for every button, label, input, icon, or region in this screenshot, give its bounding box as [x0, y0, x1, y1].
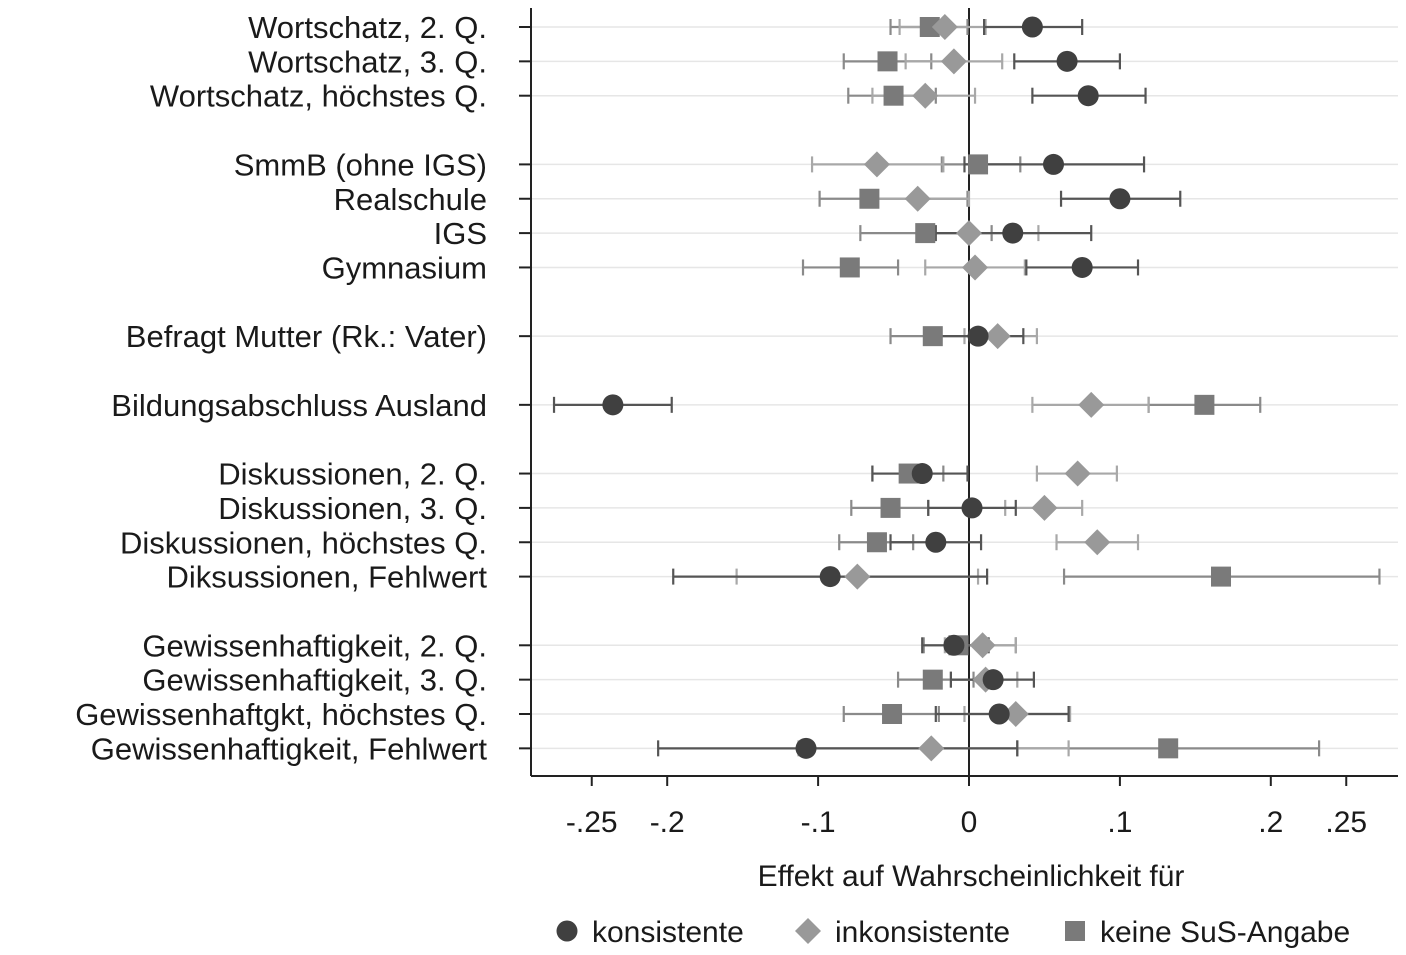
category-label: IGS: [434, 216, 487, 251]
diamond-point: [844, 563, 871, 590]
axes: [530, 8, 1398, 777]
legend-diamond-marker: [795, 918, 821, 944]
circle-point: [967, 325, 989, 347]
circle-point: [988, 703, 1010, 725]
circle-point: [1002, 222, 1024, 244]
category-label: Befragt Mutter (Rk.: Vater): [126, 319, 487, 354]
category-label: Diskussionen, höchstes Q.: [120, 525, 487, 560]
square-point: [880, 497, 901, 518]
diamond-point: [969, 632, 996, 659]
x-tick-label: 0: [961, 806, 978, 839]
circle-point: [1109, 188, 1131, 210]
circle-point: [1056, 50, 1078, 72]
x-tick-label: .2: [1258, 806, 1283, 839]
square-point: [859, 188, 880, 209]
category-label: Wortschatz, höchstes Q.: [150, 79, 487, 114]
legend-label: konsistente: [592, 916, 744, 949]
circle-point: [961, 497, 983, 519]
square-point: [915, 223, 936, 244]
diamond-point: [1031, 494, 1058, 521]
category-label: Wortschatz, 2. Q.: [248, 10, 487, 45]
circle-point: [819, 566, 841, 588]
circle-point: [911, 463, 933, 485]
point-estimates: [602, 14, 1232, 762]
circle-ci: [657, 740, 1019, 757]
category-label: Gewissenhaftigkeit, Fehlwert: [91, 731, 488, 766]
circle-point: [925, 531, 947, 553]
legend-label: inkonsistente: [835, 916, 1010, 949]
diamond-point: [918, 735, 945, 762]
circle-point: [1077, 85, 1099, 107]
category-labels: Wortschatz, 2. Q.Wortschatz, 3. Q.Wortsc…: [75, 10, 487, 766]
circle-point: [795, 737, 817, 759]
category-label: Gymnasium: [322, 250, 487, 285]
diamond-point: [984, 323, 1011, 350]
circle-point: [1043, 153, 1065, 175]
category-label: SmmB (ohne IGS): [234, 147, 487, 182]
x-tick-label: .25: [1325, 806, 1367, 839]
diamond-point: [863, 151, 890, 178]
circle-point: [943, 634, 965, 656]
category-label: Bildungsabschluss Ausland: [111, 388, 487, 423]
category-label: Diksussionen, Fehlwert: [167, 560, 488, 595]
square-point: [919, 17, 940, 37]
diamond-point: [1002, 701, 1029, 727]
square-point: [839, 257, 860, 278]
x-ticks: -.25 -.2 -.1 0 .1 .2 .25: [566, 776, 1367, 839]
x-tick-label: -.1: [801, 806, 836, 839]
diamond-point: [1084, 529, 1111, 556]
square-point: [968, 154, 989, 175]
diamond-point: [1078, 391, 1105, 418]
legend: konsistente inkonsistente keine SuS-Angabe: [556, 916, 1350, 949]
legend-circle-marker: [556, 920, 578, 942]
legend-square-marker: [1065, 921, 1085, 941]
x-axis-title: Effekt auf Wahrscheinlichkeit für: [758, 860, 1185, 893]
diamond-point: [931, 14, 958, 40]
category-label: Diskussionen, 3. Q.: [218, 491, 487, 526]
square-point: [1158, 738, 1179, 759]
circle-point: [982, 669, 1004, 691]
category-label: Diskussionen, 2. Q.: [218, 457, 487, 492]
category-label: Gewissenhaftigkeit, 3. Q.: [142, 663, 487, 698]
category-label: Gewissenhaftgkt, höchstes Q.: [75, 697, 487, 732]
category-label: Gewissenhaftigkeit, 2. Q.: [142, 628, 487, 663]
diamond-point: [962, 254, 989, 281]
category-ticks: [519, 26, 531, 750]
diamond-point: [904, 185, 931, 212]
x-tick-label: .1: [1107, 806, 1132, 839]
square-point: [883, 85, 904, 106]
square-point: [1211, 566, 1232, 587]
square-point: [866, 532, 887, 553]
x-tick-label: -.25: [566, 806, 618, 839]
circle-point: [1021, 16, 1043, 38]
diamond-point: [912, 82, 939, 109]
category-label: Realschule: [334, 182, 487, 217]
diamond-point: [940, 48, 967, 75]
x-tick-label: -.2: [650, 806, 685, 839]
square-point: [882, 704, 903, 724]
square-point: [877, 51, 898, 72]
diamond-point: [1064, 460, 1091, 487]
square-point: [922, 669, 943, 690]
circle-point: [602, 394, 624, 416]
diamond-point: [956, 220, 982, 247]
legend-label: keine SuS-Angabe: [1100, 916, 1350, 949]
square-point: [922, 326, 943, 347]
category-label: Wortschatz, 3. Q.: [248, 44, 487, 79]
circle-point: [1071, 256, 1093, 278]
square-point: [1194, 394, 1215, 415]
